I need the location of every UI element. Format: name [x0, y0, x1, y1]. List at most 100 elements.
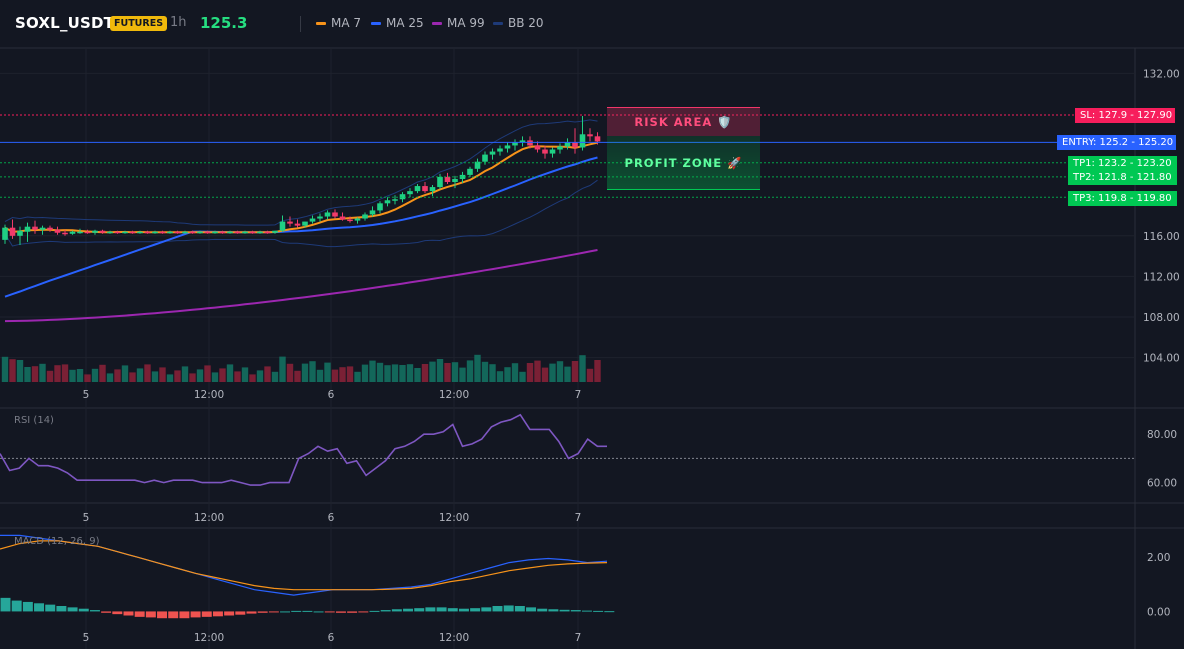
time-axis-label: 6 — [328, 512, 335, 524]
macd-pane-title: MACD (12, 26, 9) — [14, 536, 100, 547]
candle-up — [399, 194, 406, 200]
macd-histogram-bar — [302, 610, 313, 612]
candle-up — [212, 231, 218, 234]
volume-bar — [286, 363, 294, 382]
ma99-swatch — [432, 21, 442, 25]
candle-down — [347, 219, 353, 222]
legend-ma25[interactable]: MA 25 — [371, 16, 424, 30]
candle-up — [197, 231, 203, 234]
symbol-name[interactable]: SOXL_USDT — [15, 14, 115, 32]
candle-down — [47, 227, 53, 230]
bb-lower-band — [4, 179, 598, 248]
macd-histogram-bar — [168, 611, 179, 619]
tp1-price-tag[interactable]: TP1: 123.2 - 123.20 — [1068, 156, 1177, 172]
volume-bar — [294, 370, 301, 382]
volume-bar — [579, 355, 586, 382]
macd-histogram-bar — [179, 611, 190, 619]
candle-up — [467, 168, 473, 175]
macd-histogram-bar — [101, 611, 112, 613]
volume-bar — [129, 372, 136, 382]
candle-down — [114, 231, 121, 234]
candle-up — [182, 231, 188, 234]
candle-down — [9, 227, 16, 236]
macd-histogram-bar — [235, 611, 246, 615]
candle-down — [174, 231, 181, 234]
volume-bar — [256, 370, 264, 382]
volume-bar — [1, 356, 9, 382]
volume-bar — [391, 364, 399, 382]
ma25-line — [4, 156, 598, 298]
legend-ma7[interactable]: MA 7 — [316, 16, 361, 30]
tp2-price-tag[interactable]: TP2: 121.8 - 121.80 — [1068, 170, 1177, 186]
candle-up — [452, 178, 458, 182]
candle-down — [219, 231, 226, 234]
macd-histogram-bar — [380, 610, 391, 612]
interval-label[interactable]: 1h — [170, 15, 187, 30]
volume-bar — [69, 369, 76, 382]
candle-down — [62, 232, 68, 235]
macd-histogram-bar — [324, 611, 335, 613]
candle-up — [324, 212, 331, 217]
macd-histogram-bar — [201, 611, 212, 617]
candle-up — [384, 200, 391, 204]
candle-down — [594, 136, 601, 142]
macd-histogram-bar — [246, 611, 257, 614]
price-axis-label: 104.00 — [1143, 353, 1180, 365]
candle-up — [414, 186, 421, 192]
candle-up — [437, 176, 443, 188]
candle-down — [542, 149, 548, 154]
candle-up — [474, 161, 481, 169]
legend-bb20[interactable]: BB 20 — [493, 16, 544, 30]
bb20-swatch — [493, 21, 503, 25]
time-axis-label: 5 — [83, 632, 90, 644]
candle-up — [579, 134, 586, 148]
candle-down — [294, 223, 301, 226]
macd-histogram-bar — [537, 608, 548, 612]
macd-histogram-bar — [257, 611, 268, 613]
futures-badge: FUTURES — [110, 16, 168, 31]
entry-price-tag[interactable]: ENTRY: 125.2 - 125.20 — [1057, 134, 1176, 150]
volume-bar — [369, 360, 376, 382]
price-axis-label: 108.00 — [1143, 312, 1180, 324]
volume-bar — [534, 360, 541, 382]
macd-histogram-bar — [548, 609, 559, 612]
time-axis-label: 7 — [575, 512, 582, 524]
candle-up — [497, 148, 503, 152]
macd-axis-label: 0.00 — [1147, 606, 1170, 618]
volume-bar — [196, 369, 204, 382]
legend-ma99[interactable]: MA 99 — [432, 16, 485, 30]
candle-up — [354, 218, 361, 221]
macd-histogram-bar — [0, 597, 11, 612]
sl-price-tag[interactable]: SL: 127.9 - 127.90 — [1075, 107, 1175, 123]
candle-down — [587, 134, 593, 137]
candle-up — [489, 151, 496, 155]
price-axis-label: 116.00 — [1143, 231, 1180, 243]
last-price: 125.3 — [200, 14, 248, 32]
price-axis-label: 132.00 — [1143, 68, 1180, 80]
macd-histogram-bar — [347, 611, 358, 613]
volume-bar — [474, 354, 481, 382]
volume-bar — [46, 370, 54, 382]
macd-histogram-bar — [313, 611, 324, 613]
volume-bar — [76, 369, 84, 382]
candle-up — [77, 231, 83, 234]
candle-up — [69, 231, 76, 234]
macd-histogram-bar — [604, 611, 615, 613]
candle-up — [377, 203, 383, 211]
candle-up — [257, 231, 263, 234]
tp3-price-tag[interactable]: TP3: 119.8 - 119.80 — [1068, 190, 1177, 206]
volume-bar — [211, 372, 219, 382]
candle-up — [242, 231, 248, 234]
ma99-line — [4, 249, 598, 323]
volume-bar — [309, 361, 316, 382]
volume-bar — [324, 362, 331, 382]
candle-up — [122, 231, 128, 234]
candle-up — [137, 231, 143, 234]
price-axis-label: 112.00 — [1143, 271, 1180, 283]
macd-histogram-bar — [447, 608, 458, 612]
candle-up — [317, 216, 323, 219]
candle-down — [527, 140, 533, 146]
volume-bar — [354, 371, 361, 382]
candle-down — [189, 231, 196, 234]
